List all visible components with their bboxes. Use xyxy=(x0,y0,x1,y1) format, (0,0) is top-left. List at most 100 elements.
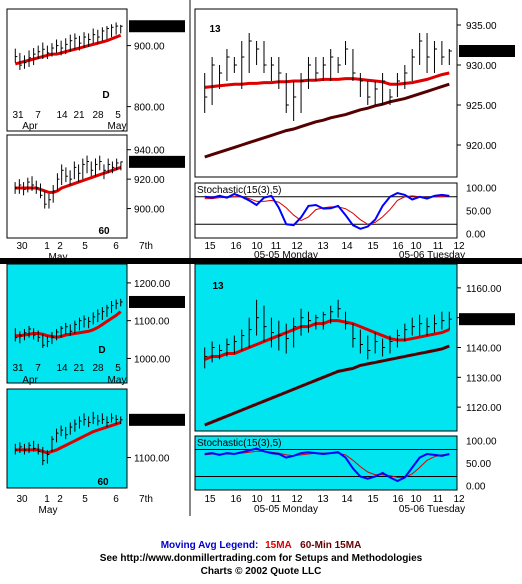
price-bar xyxy=(88,416,91,428)
price-bar xyxy=(106,26,109,40)
y-tick-label: 0.00 xyxy=(466,229,486,240)
last-price-box xyxy=(129,413,185,426)
price-bar xyxy=(101,307,105,320)
x-tick-label: 13 xyxy=(317,241,329,252)
x-tick-label: 12 xyxy=(453,241,465,252)
price-bar xyxy=(97,309,100,323)
x-tick-label: 16 xyxy=(392,241,404,252)
price-bar xyxy=(389,335,393,354)
copyright-line: Charts © 2002 Quote LLC xyxy=(200,566,322,577)
price-bar xyxy=(65,167,68,183)
x-tick-label: 5 xyxy=(115,363,121,374)
last-price-box xyxy=(129,155,185,168)
price-bar xyxy=(83,413,87,426)
price-bar xyxy=(44,190,47,209)
price-bar xyxy=(111,301,114,314)
price-bar xyxy=(120,161,123,171)
y-tick-label: 1130.00 xyxy=(466,373,502,384)
chart-p5: 1100.00 1149.50 60 30 1 2 5 6 7th May xyxy=(14,411,185,516)
price-bar xyxy=(204,73,208,113)
price-bar xyxy=(31,176,35,191)
chart-p6: 1160.00 11 50.00 1140.00 1130.00 1120.00 1149.… xyxy=(204,281,515,515)
timeframe-label: D xyxy=(98,345,105,356)
price-bar xyxy=(14,328,18,342)
price-bar xyxy=(33,328,36,340)
y-tick-label: 920.00 xyxy=(466,141,497,152)
price-bar xyxy=(88,316,91,329)
x-sublabel: Apr xyxy=(22,121,38,132)
y-tick-label: 935.00 xyxy=(466,21,497,32)
price-bar xyxy=(42,446,45,466)
price-bar xyxy=(382,338,386,357)
price-bar xyxy=(73,161,77,180)
price-bar xyxy=(33,48,36,66)
price-bar xyxy=(115,414,119,425)
price-bar xyxy=(86,155,90,174)
price-bar xyxy=(248,33,252,73)
price-bar xyxy=(233,335,237,354)
panel-s1-plot xyxy=(194,182,458,239)
price-bar xyxy=(92,411,96,425)
y-tick-label: 900.00 xyxy=(134,205,165,216)
x-tick-label: 14 xyxy=(56,110,68,121)
price-bar xyxy=(27,177,30,193)
price-bar xyxy=(14,182,18,194)
price-bar xyxy=(19,52,22,70)
price-bar xyxy=(226,49,230,81)
price-bar xyxy=(95,158,98,177)
x-tick-label: 7th xyxy=(139,241,153,252)
x-tick-label: 15 xyxy=(204,241,216,252)
price-bar xyxy=(69,170,73,186)
price-bar xyxy=(37,330,41,342)
x-tick-label: 16 xyxy=(230,494,242,505)
price-bar xyxy=(40,183,43,199)
stochastic-title: Stochastic(15(3),5) xyxy=(197,438,281,449)
price-bar xyxy=(359,73,363,97)
price-bar xyxy=(35,180,39,194)
y-tick-label: 1140.00 xyxy=(466,344,502,355)
price-bar xyxy=(60,425,64,437)
panel-p5-plot xyxy=(6,388,128,489)
x-tick-label: 7 xyxy=(35,110,41,121)
price-bar xyxy=(14,48,18,63)
last-price-box xyxy=(459,313,515,326)
price-bar xyxy=(419,33,423,65)
x-sublabel: Apr xyxy=(22,375,38,386)
price-bar xyxy=(433,314,438,333)
panel-p3-plot xyxy=(194,8,458,178)
price-bar xyxy=(56,428,59,443)
price-bar xyxy=(83,315,87,328)
ma-fast-line xyxy=(204,319,450,361)
timeframe-label: 60 xyxy=(98,226,110,237)
panel-s2-plot xyxy=(194,435,458,491)
chart-p2: 940.00 920.00 900.00 931.75 60 30 1 2 5 6 7th May xyxy=(14,146,185,263)
price-bar xyxy=(278,320,282,351)
x-tick-label: 14 xyxy=(56,363,68,374)
price-bar xyxy=(52,185,56,203)
price-bar xyxy=(60,40,64,56)
price-bar xyxy=(101,27,105,41)
x-tick-label: 10 xyxy=(410,241,422,252)
x-tick-label: 11 xyxy=(271,241,282,252)
price-bar xyxy=(90,161,94,177)
price-bar xyxy=(120,416,123,425)
ma-fast-line xyxy=(204,71,450,89)
price-bar xyxy=(106,416,109,428)
price-bar xyxy=(60,325,64,338)
price-bar xyxy=(211,57,215,105)
price-bar xyxy=(315,314,319,330)
x-tick-label: 2 xyxy=(57,241,63,252)
x-tick-label: 10 xyxy=(251,241,263,252)
x-tick-label: 5 xyxy=(82,494,88,505)
y-tick-label: 0.00 xyxy=(466,482,486,493)
x-tick-label: 11 xyxy=(271,494,282,505)
price-bar xyxy=(42,42,45,60)
y-tick-label: 900.00 xyxy=(134,42,165,53)
x-sublabel: 05-06 Tuesday xyxy=(399,250,465,261)
price-bar xyxy=(23,328,27,341)
price-bar xyxy=(69,324,73,336)
price-bar xyxy=(419,314,423,336)
last-price-label: 931.75 xyxy=(462,47,493,58)
price-bar xyxy=(78,164,81,183)
price-bar xyxy=(300,308,304,336)
